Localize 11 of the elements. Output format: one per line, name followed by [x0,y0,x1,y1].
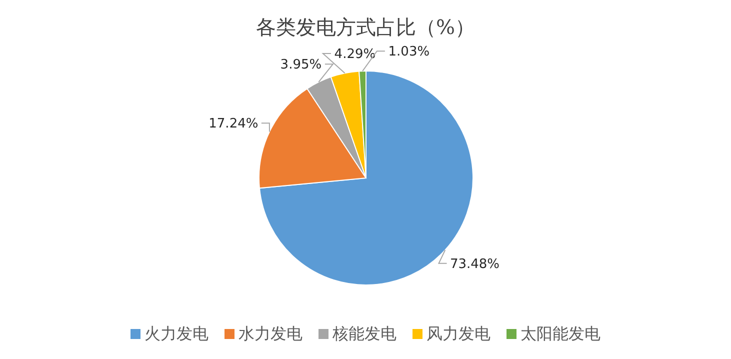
data-label: 4.29% [334,47,376,62]
legend-label: 水力发电 [238,324,302,343]
data-label: 17.24% [208,116,258,132]
legend-label: 火力发电 [144,324,208,343]
data-label: 73.48% [450,256,500,272]
data-label: 3.95% [280,58,322,73]
chart-title: 各类发电方式占比（%） [256,15,476,39]
data-label: 1.03% [388,44,430,60]
legend-label: 核能发电 [332,324,396,343]
legend-label: 风力发电 [426,324,490,343]
legend-label: 太阳能发电 [520,324,600,343]
